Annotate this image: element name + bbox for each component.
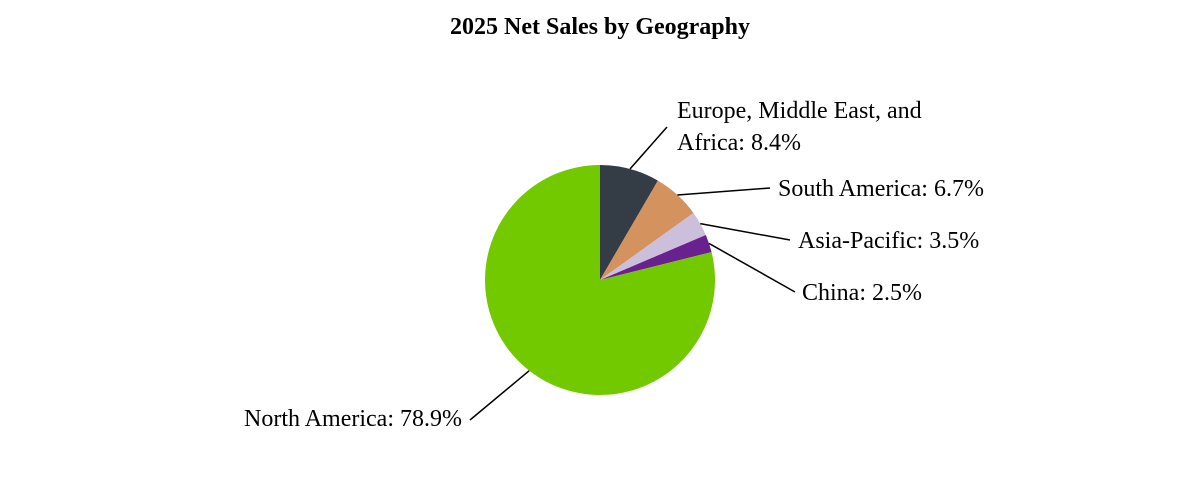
- leader-line: [708, 242, 796, 293]
- chart-title: 2025 Net Sales by Geography: [450, 14, 750, 40]
- leader-line: [629, 126, 668, 170]
- leader-line: [677, 187, 771, 196]
- pie-slice: [600, 234, 712, 280]
- slice-label: South America: 6.7%: [778, 176, 984, 202]
- pie-slice: [485, 165, 715, 395]
- slice-label: North America: 78.9%: [244, 406, 462, 432]
- leader-line: [469, 370, 530, 421]
- slice-label: Europe, Middle East, and Africa: 8.4%: [677, 98, 922, 156]
- leader-line: [700, 222, 791, 241]
- pie-slice: [600, 180, 694, 280]
- slice-label: China: 2.5%: [802, 280, 922, 306]
- pie-slice: [600, 165, 658, 280]
- slice-label: Asia-Pacific: 3.5%: [798, 228, 980, 254]
- pie-slice: [600, 212, 706, 280]
